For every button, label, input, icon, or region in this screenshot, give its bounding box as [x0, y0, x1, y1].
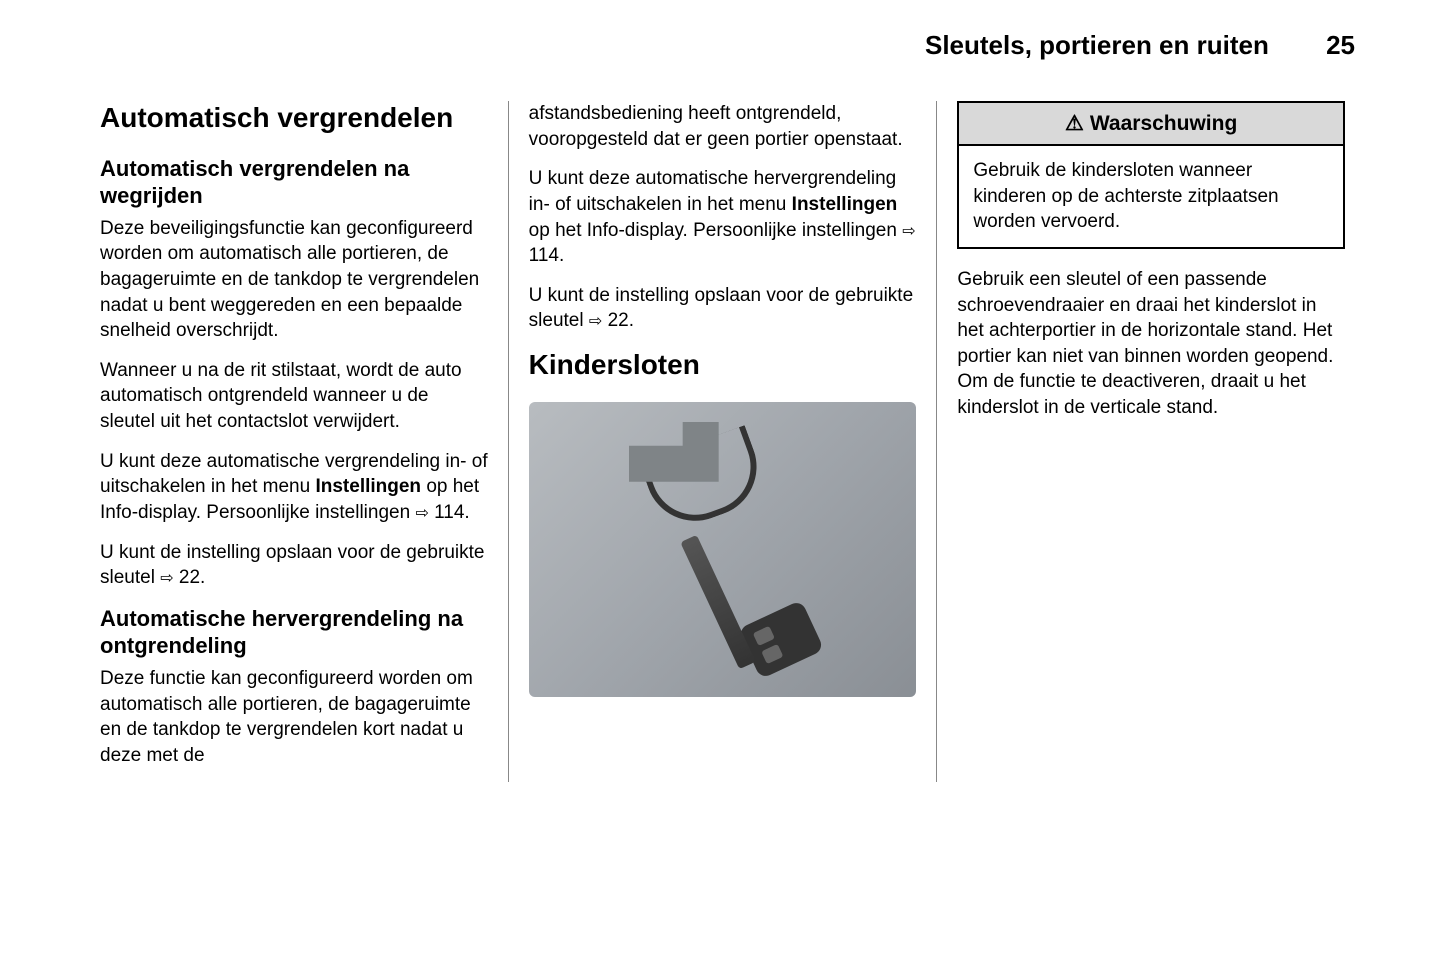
- column-1: Automatisch vergrendelen Automatisch ver…: [80, 101, 509, 782]
- warning-header: ⚠ Waarschuwing: [959, 103, 1343, 146]
- para: U kunt deze automatische herver­grendeli…: [529, 166, 917, 269]
- warning-box: ⚠ Waarschuwing Gebruik de kindersloten wa…: [957, 101, 1345, 249]
- chapter-title: Sleutels, portieren en ruiten: [925, 30, 1269, 60]
- warning-triangle-icon: ⚠: [1065, 112, 1084, 135]
- child-lock-illustration: [529, 402, 917, 697]
- ref-number: 114.: [529, 245, 565, 266]
- page-number: 25: [1326, 30, 1355, 60]
- text: op het Info-display. Persoonlijke instel…: [529, 220, 903, 241]
- content-columns: Automatisch vergrendelen Automatisch ver…: [80, 101, 1365, 782]
- ref-arrow-icon: ⇨: [902, 221, 915, 243]
- para: Gebruik een sleutel of een passende schr…: [957, 267, 1345, 421]
- subheading-auto-lock-drive: Automatisch vergrendelen na wegrijden: [100, 155, 488, 210]
- text: U kunt de instelling opslaan voor de geb…: [529, 285, 913, 332]
- para: Deze functie kan geconfigureerd wor­den …: [100, 666, 488, 769]
- column-3: ⚠ Waarschuwing Gebruik de kindersloten wa…: [937, 101, 1365, 782]
- para: U kunt de instelling opslaan voor de geb…: [529, 283, 917, 334]
- key-head-shape: [738, 600, 825, 679]
- warning-body: Gebruik de kindersloten wanneer kinderen…: [959, 146, 1343, 247]
- heading-auto-lock: Automatisch vergrendelen: [100, 101, 488, 135]
- para: Wanneer u na de rit stilstaat, wordt de …: [100, 358, 488, 435]
- text: U kunt de instelling opslaan voor de geb…: [100, 542, 484, 589]
- para: Deze beveiligingsfunctie kan gecon­figur…: [100, 216, 488, 344]
- ref-arrow-icon: ⇨: [589, 311, 602, 333]
- para: U kunt deze automatische vergren­deling …: [100, 449, 488, 526]
- bold-text: Instellingen: [792, 194, 898, 215]
- column-2: afstandsbediening heeft ontgrendeld, voo…: [509, 101, 938, 782]
- bold-text: Instellingen: [315, 476, 421, 497]
- warning-label: Waarschuwing: [1090, 112, 1237, 135]
- heading-child-locks: Kindersloten: [529, 348, 917, 382]
- page-header: Sleutels, portieren en ruiten 25: [80, 30, 1365, 61]
- para: afstandsbediening heeft ontgrendeld, voo…: [529, 101, 917, 152]
- ref-number: 114.: [434, 502, 470, 523]
- para: U kunt de instelling opslaan voor de geb…: [100, 540, 488, 591]
- ref-number: 22.: [608, 310, 634, 331]
- ref-arrow-icon: ⇨: [160, 568, 173, 590]
- door-plate-shape: [629, 422, 719, 482]
- ref-number: 22.: [179, 567, 205, 588]
- subheading-auto-relock: Automatische hervergrendeling na ontgren…: [100, 605, 488, 660]
- ref-arrow-icon: ⇨: [415, 503, 428, 525]
